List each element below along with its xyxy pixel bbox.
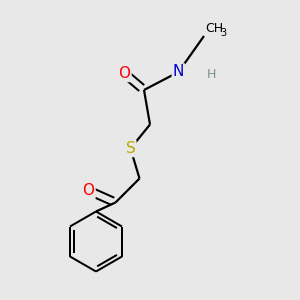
Text: N: N bbox=[173, 64, 184, 80]
Text: CH: CH bbox=[206, 22, 224, 34]
Text: 3: 3 bbox=[220, 28, 226, 38]
Text: H: H bbox=[207, 68, 216, 82]
Text: S: S bbox=[126, 141, 135, 156]
Text: O: O bbox=[118, 66, 130, 81]
Text: O: O bbox=[82, 183, 94, 198]
